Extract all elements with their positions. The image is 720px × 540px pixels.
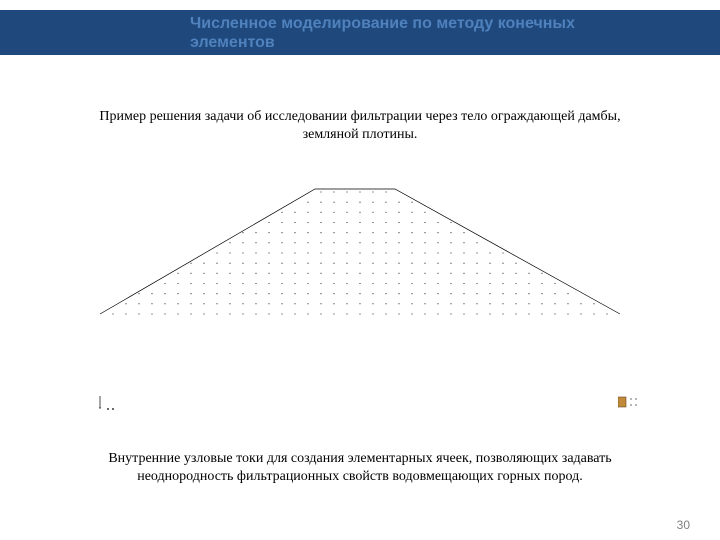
subtitle-text: Пример решения задачи об исследовании фи… [0,108,720,144]
header-title: Численное моделирование по методу конечн… [190,14,620,52]
legend-left [98,394,138,414]
legend-right [618,394,648,412]
caption-text: Внутренние узловые токи для создания эле… [0,450,720,486]
page-number: 30 [677,518,690,532]
dam-figure [90,174,630,404]
header-bar: Численное моделирование по методу конечн… [0,10,720,55]
